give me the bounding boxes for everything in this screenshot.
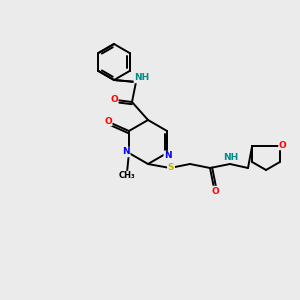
Text: O: O xyxy=(211,187,219,196)
Text: N: N xyxy=(122,148,130,157)
Text: O: O xyxy=(110,94,118,103)
Text: NH: NH xyxy=(224,152,238,161)
Text: S: S xyxy=(168,164,174,172)
Text: NH: NH xyxy=(134,74,150,82)
Text: O: O xyxy=(279,140,287,149)
Text: CH₃: CH₃ xyxy=(118,172,135,181)
Text: N: N xyxy=(164,152,172,160)
Text: O: O xyxy=(104,116,112,125)
